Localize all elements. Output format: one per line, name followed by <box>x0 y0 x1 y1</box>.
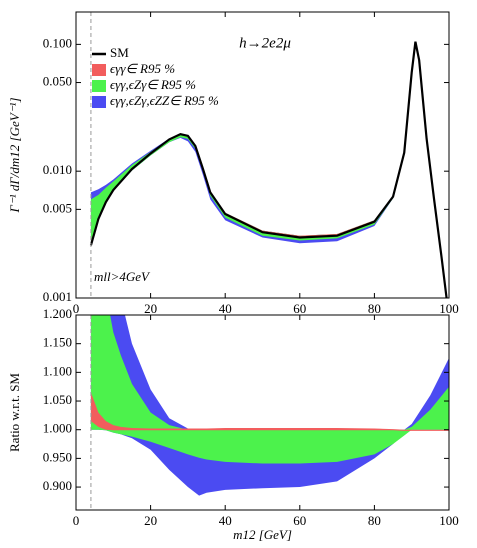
x-tick-label: 20 <box>144 301 157 316</box>
plot-area <box>89 12 448 298</box>
line <box>89 41 448 298</box>
y-axis-label: Ratio w.r.t. SM <box>7 373 22 452</box>
annotation: mll>4GeV <box>94 269 151 284</box>
y-tick-label: 0.100 <box>43 35 72 50</box>
y-tick-label: 0.001 <box>43 289 72 304</box>
y-tick-label: 1.100 <box>43 363 72 378</box>
frame <box>75 314 450 511</box>
y-tick-label: 0.050 <box>43 74 72 89</box>
x-tick-label: 100 <box>439 301 459 316</box>
y-tick-label: 0.005 <box>43 200 72 215</box>
frame <box>75 11 450 299</box>
plot-area <box>90 315 449 510</box>
legend-swatch <box>92 96 106 108</box>
x-tick-label: 0 <box>73 301 80 316</box>
legend-swatch <box>92 80 106 92</box>
x-axis-label: m12 [GeV] <box>233 527 292 542</box>
annotation: h→2e2μ <box>239 35 291 51</box>
y-tick-label: 0.010 <box>43 162 72 177</box>
x-tick-label: 20 <box>144 513 157 528</box>
x-tick-label: 60 <box>293 513 306 528</box>
y-tick-label: 0.900 <box>43 478 72 493</box>
x-tick-label: 40 <box>219 301 232 316</box>
legend-label: SM <box>110 45 129 60</box>
x-tick-label: 0 <box>73 513 80 528</box>
y-tick-label: 0.950 <box>43 449 72 464</box>
y-axis-label: Γ⁻¹ dΓ/dm12 [GeV⁻¹] <box>7 97 22 213</box>
x-tick-label: 80 <box>368 513 381 528</box>
legend-label: ϵγγ∈ R95 % <box>110 61 175 76</box>
y-tick-label: 1.050 <box>43 392 72 407</box>
x-tick-label: 40 <box>219 513 232 528</box>
y-tick-label: 1.150 <box>43 335 72 350</box>
legend-label: ϵγγ,ϵZγ,ϵZZ∈ R95 % <box>110 93 219 108</box>
y-tick-label: 1.000 <box>43 421 72 436</box>
x-tick-label: 80 <box>368 301 381 316</box>
x-tick-label: 100 <box>439 513 459 528</box>
y-tick-label: 1.200 <box>43 306 72 321</box>
band <box>90 315 449 464</box>
legend-swatch <box>92 64 106 76</box>
x-tick-label: 60 <box>293 301 306 316</box>
legend-label: ϵγγ,ϵZγ∈ R95 % <box>110 77 196 92</box>
